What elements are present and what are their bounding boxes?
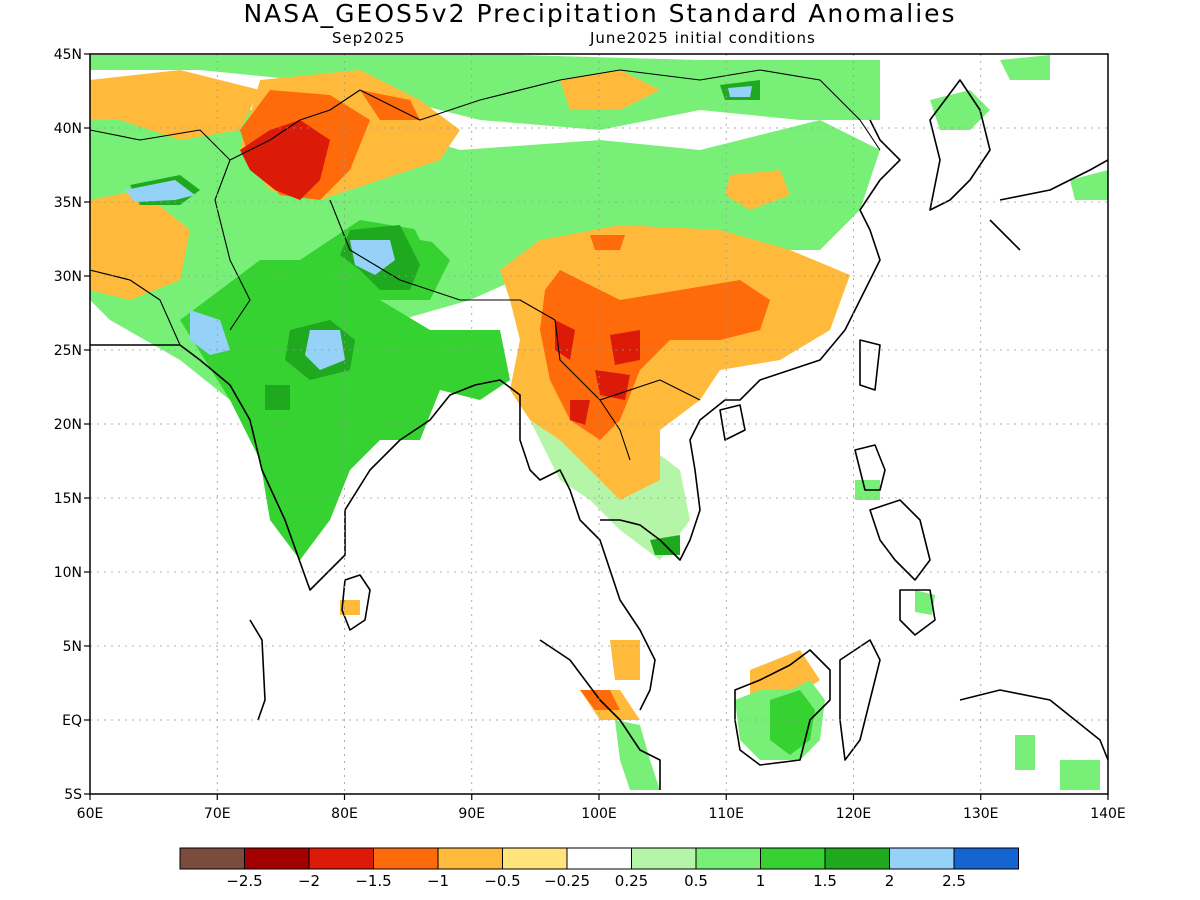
colorbar-swatch <box>760 847 826 870</box>
axis-ticks <box>84 53 1109 800</box>
x-axis-labels: 60E 70E 80E 90E 100E 110E 120E 130E 140E <box>77 806 1126 822</box>
colorbar-label: −2 <box>298 872 320 890</box>
page-title: NASA_GEOS5v2 Precipitation Standard Anom… <box>243 0 957 28</box>
colorbar-swatch <box>889 847 955 870</box>
colorbar-label: 2 <box>885 872 895 890</box>
colorbar-swatch <box>695 847 761 870</box>
y-tick-label: 10N <box>54 565 82 581</box>
y-tick-label: 35N <box>54 195 82 211</box>
x-tick-label: 80E <box>331 806 358 822</box>
y-tick-label: 20N <box>54 417 82 433</box>
colorbar-swatch <box>437 847 503 870</box>
anomaly-field <box>90 55 1108 790</box>
y-tick-label: 45N <box>54 47 82 63</box>
x-tick-label: 60E <box>77 806 104 822</box>
x-tick-label: 70E <box>204 806 231 822</box>
forecast-month: Sep2025 <box>332 29 406 47</box>
colorbar-swatch <box>502 847 568 870</box>
colorbar-label: 1 <box>756 872 766 890</box>
colorbar-label: 2.5 <box>942 872 966 890</box>
y-tick-label: 25N <box>54 343 82 359</box>
colorbar-swatch <box>179 847 245 870</box>
x-tick-label: 90E <box>458 806 485 822</box>
colorbar-swatch <box>824 847 890 870</box>
coastlines <box>90 69 1108 790</box>
colorbar-label: −1.5 <box>355 872 391 890</box>
colorbar-label: −0.25 <box>544 872 590 890</box>
y-tick-label: EQ <box>62 713 82 729</box>
y-tick-label: 15N <box>54 491 82 507</box>
colorbar-label: −0.5 <box>484 872 520 890</box>
colorbar-label: 0.5 <box>684 872 708 890</box>
colorbar-label: 0.25 <box>615 872 648 890</box>
y-tick-label: 40N <box>54 121 82 137</box>
x-tick-label: 140E <box>1090 806 1126 822</box>
colorbar-swatch <box>566 847 632 870</box>
colorbar: −2.5 −2 −1.5 −1 −0.5 −0.25 0.25 0.5 1 1.5 2 2.5 <box>179 847 1019 890</box>
colorbar-swatch <box>953 847 1019 870</box>
x-tick-label: 130E <box>963 806 999 822</box>
colorbar-label: −2.5 <box>226 872 262 890</box>
y-tick-label: 5S <box>64 787 82 803</box>
colorbar-swatch <box>244 847 310 870</box>
colorbar-swatch <box>631 847 697 870</box>
colorbar-swatch <box>373 847 439 870</box>
colorbar-label: −1 <box>427 872 449 890</box>
gridlines <box>90 54 1108 794</box>
colorbar-swatch <box>308 847 374 870</box>
y-tick-label: 5N <box>63 639 82 655</box>
x-tick-label: 110E <box>708 806 744 822</box>
colorbar-label: 1.5 <box>813 872 837 890</box>
x-tick-label: 120E <box>836 806 872 822</box>
y-axis-labels: 45N 40N 35N 30N 25N 20N 15N 10N 5N EQ 5S <box>54 47 82 803</box>
initial-conditions: June2025 initial conditions <box>590 29 816 47</box>
x-tick-label: 100E <box>581 806 617 822</box>
y-tick-label: 30N <box>54 269 82 285</box>
